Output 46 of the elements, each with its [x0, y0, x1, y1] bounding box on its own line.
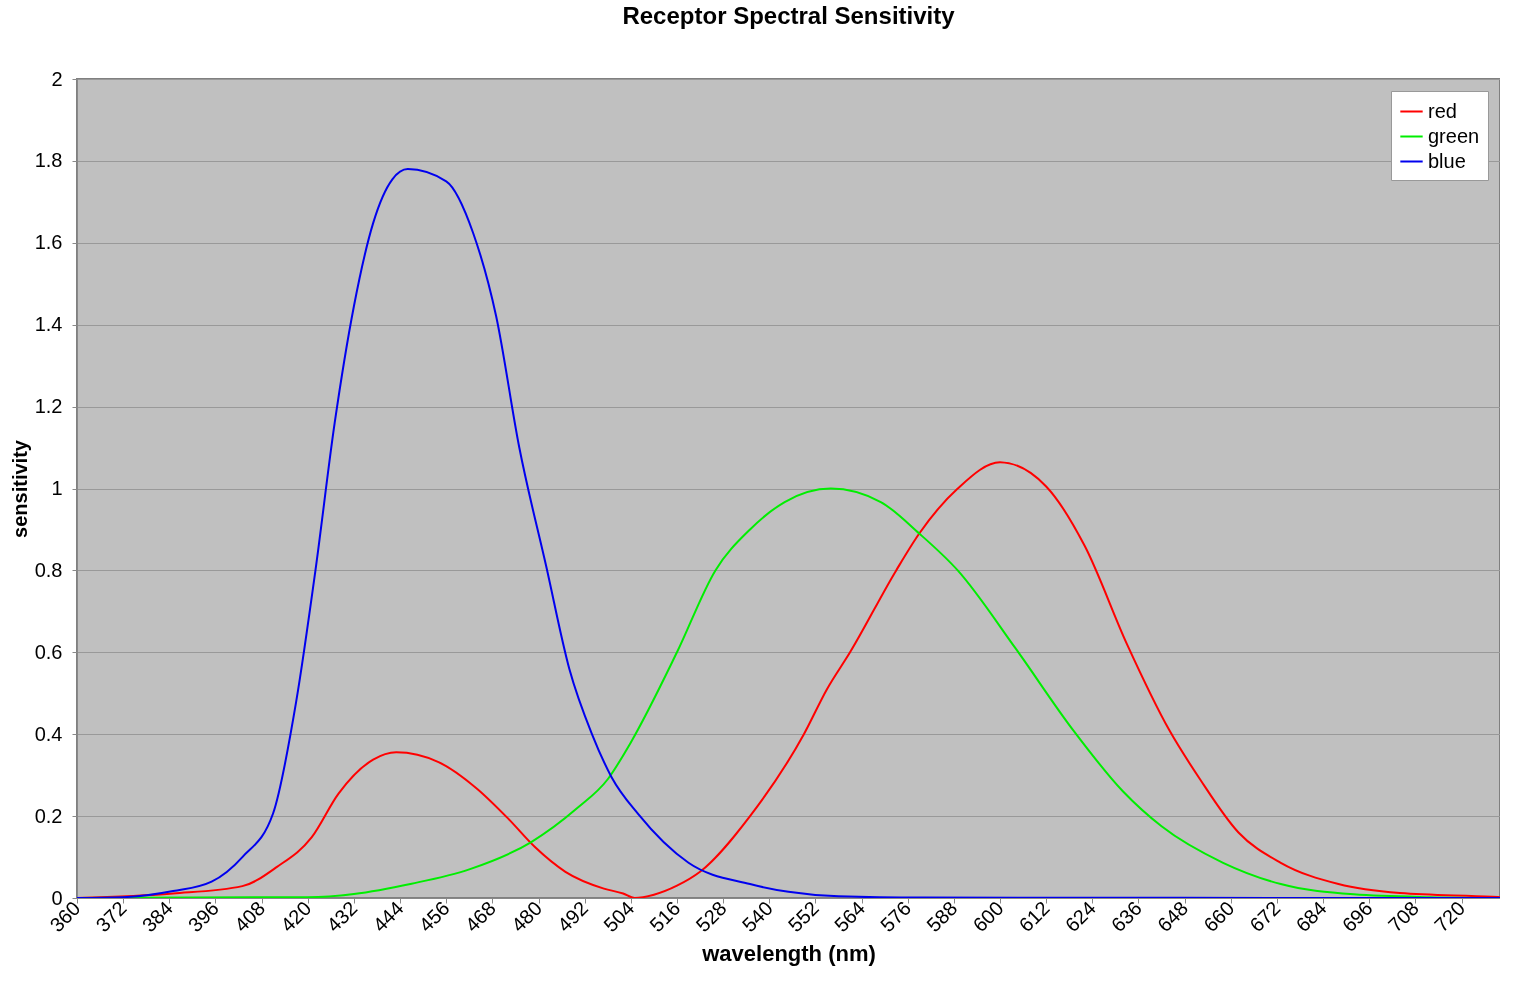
x-tick-label: 468 — [460, 897, 500, 937]
x-tick-label: 384 — [137, 897, 177, 937]
y-tick-label: 1.8 — [34, 149, 63, 172]
x-tick-label: 672 — [1245, 897, 1285, 937]
x-tick-label: 708 — [1383, 897, 1423, 937]
y-tick-label: 2 — [51, 67, 63, 90]
x-tick-label: 648 — [1153, 897, 1193, 937]
y-tick-label: 1.4 — [34, 313, 63, 336]
x-tick-label: 444 — [368, 897, 408, 937]
x-tick-label: 624 — [1060, 897, 1100, 937]
legend-label: blue — [1428, 149, 1466, 172]
x-tick-label: 684 — [1291, 897, 1331, 937]
y-tick-label: 0.6 — [34, 640, 63, 663]
y-tick-label: 0.2 — [34, 804, 63, 827]
x-tick-label: 420 — [276, 897, 316, 937]
legend-label: red — [1428, 99, 1457, 122]
x-tick-label: 636 — [1106, 897, 1147, 937]
x-tick-label: 660 — [1199, 897, 1239, 937]
x-tick-label: 372 — [91, 897, 131, 937]
legend-label: green — [1428, 124, 1480, 147]
y-tick-label: 0.4 — [34, 722, 63, 745]
x-tick-label: 504 — [599, 897, 639, 937]
y-tick-label: 1.6 — [34, 231, 63, 254]
x-tick-label: 456 — [414, 897, 454, 937]
y-tick-label: 1.2 — [34, 395, 63, 418]
chart-title: Receptor Spectral Sensitivity — [622, 2, 956, 29]
x-tick-label: 720 — [1429, 897, 1470, 937]
y-tick-label: 1 — [51, 477, 63, 499]
x-tick-label: 408 — [230, 897, 270, 937]
x-tick-label: 492 — [553, 897, 593, 937]
x-tick-label: 696 — [1337, 897, 1377, 937]
x-tick-label: 576 — [876, 897, 916, 937]
x-tick-label: 396 — [183, 897, 224, 937]
x-tick-label: 528 — [691, 897, 731, 937]
x-tick-label: 540 — [737, 897, 777, 937]
x-tick-label: 516 — [645, 897, 685, 937]
x-tick-label: 432 — [322, 897, 362, 937]
x-tick-label: 600 — [968, 897, 1008, 937]
x-tick-label: 564 — [829, 897, 870, 937]
y-axis-title: sensitivity — [8, 439, 31, 538]
x-axis-title: wavelength (nm) — [701, 941, 876, 967]
y-tick-label: 0.8 — [34, 558, 63, 581]
x-tick-label: 612 — [1014, 897, 1054, 937]
x-tick-label: 480 — [506, 897, 547, 937]
x-tick-label: 588 — [922, 897, 962, 937]
x-tick-label: 552 — [783, 897, 823, 937]
